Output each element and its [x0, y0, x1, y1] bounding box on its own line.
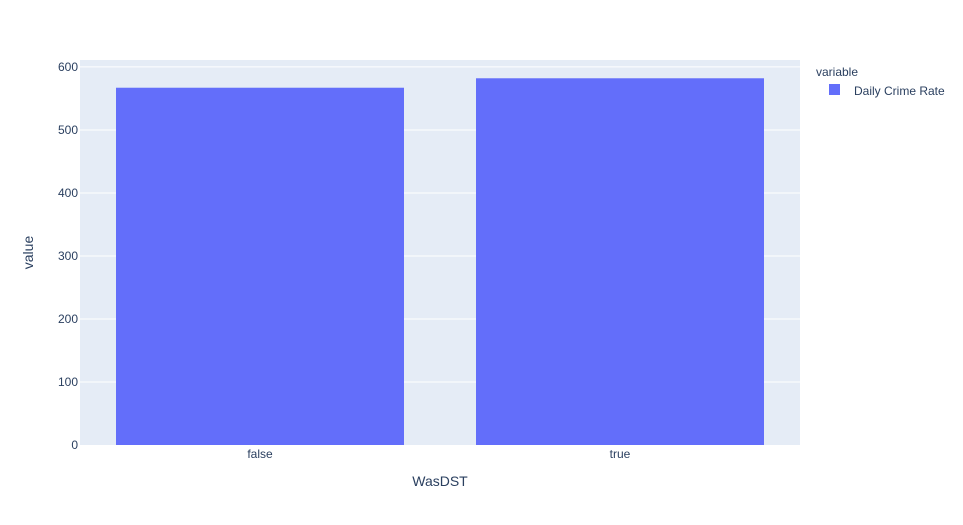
x-axis-ticks: false true — [247, 447, 630, 461]
y-tick-label: 300 — [58, 249, 78, 263]
y-tick-label: 0 — [71, 438, 78, 452]
bar-true[interactable] — [476, 78, 764, 446]
y-axis-ticks: 0 100 200 300 400 500 600 — [58, 60, 78, 452]
y-tick-label: 500 — [58, 123, 78, 137]
bar-false[interactable] — [116, 87, 404, 446]
legend-label: Daily Crime Rate — [854, 84, 945, 98]
legend-items[interactable]: Daily Crime Rate — [829, 84, 945, 98]
y-tick-label: 200 — [58, 312, 78, 326]
y-tick-label: 100 — [58, 375, 78, 389]
y-tick-label: 600 — [58, 60, 78, 74]
legend-swatch — [829, 84, 840, 95]
legend-title: variable — [816, 65, 858, 79]
x-axis-title: WasDST — [412, 473, 468, 489]
bars — [116, 78, 764, 446]
legend[interactable]: variable Daily Crime Rate — [816, 65, 945, 98]
x-tick-label: false — [247, 447, 273, 461]
x-tick-label: true — [610, 447, 631, 461]
y-axis-title: value — [20, 236, 36, 270]
y-tick-label: 400 — [58, 186, 78, 200]
